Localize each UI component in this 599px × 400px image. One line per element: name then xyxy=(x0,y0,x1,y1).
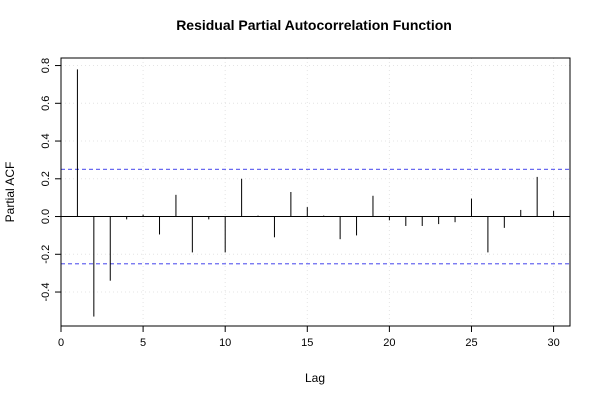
x-tick-label: 5 xyxy=(140,337,146,349)
y-axis: -0.4 -0.2 0.0 0.2 0.4 0.6 0.8 xyxy=(40,58,61,302)
x-tick-label: 20 xyxy=(383,337,395,349)
grid xyxy=(60,58,570,326)
y-tick-label: 0.2 xyxy=(40,171,52,186)
bars xyxy=(76,69,555,317)
y-tick-label: 0.6 xyxy=(40,96,52,111)
x-axis-label: Lag xyxy=(305,371,325,385)
confidence-lines xyxy=(61,168,570,265)
x-tick-label: 0 xyxy=(58,337,64,349)
x-tick-label: 25 xyxy=(465,337,477,349)
y-tick-label: -0.2 xyxy=(40,245,52,264)
y-tick-label: 0.4 xyxy=(40,133,52,148)
y-tick-label: -0.4 xyxy=(40,283,52,302)
y-axis-label: Partial ACF xyxy=(3,162,17,223)
y-tick-label: 0.8 xyxy=(40,58,52,73)
x-tick-label: 10 xyxy=(219,337,231,349)
x-tick-label: 15 xyxy=(301,337,313,349)
chart-title: Residual Partial Autocorrelation Functio… xyxy=(176,17,452,33)
plot-frame xyxy=(60,57,571,327)
x-tick-label: 30 xyxy=(547,337,559,349)
x-axis: 0 5 10 15 20 25 30 xyxy=(58,326,560,349)
y-tick-label: 0.0 xyxy=(40,209,52,224)
